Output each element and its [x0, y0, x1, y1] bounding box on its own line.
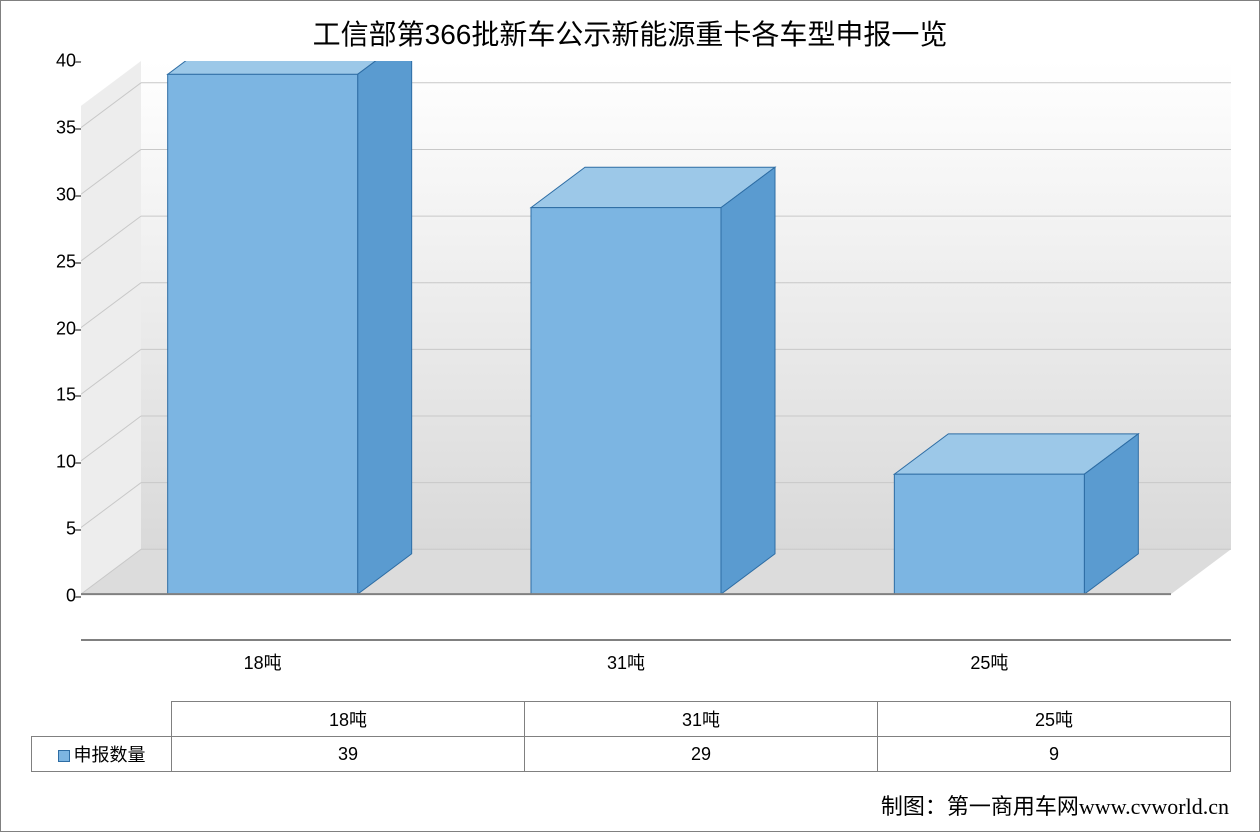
table-col-2: 25吨 — [878, 702, 1231, 737]
legend-swatch — [58, 750, 70, 762]
series-label-cell: 申报数量 — [32, 737, 172, 772]
chart-container: 工信部第366批新车公示新能源重卡各车型申报一览 0 5 10 15 20 25 30 35 4… — [0, 0, 1260, 832]
table-val-1: 29 — [525, 737, 878, 772]
table-val-2: 9 — [878, 737, 1231, 772]
xtick-label: 31吨 — [607, 649, 645, 675]
ytick-label: 10 — [36, 452, 76, 473]
ytick-label: 20 — [36, 318, 76, 339]
ytick-label: 30 — [36, 184, 76, 205]
ytick-label: 35 — [36, 117, 76, 138]
series-name: 申报数量 — [74, 745, 146, 765]
table-header-row: 18吨 31吨 25吨 — [32, 702, 1231, 737]
xtick-label: 25吨 — [970, 649, 1008, 675]
table-col-1: 31吨 — [525, 702, 878, 737]
ytick-label: 5 — [36, 519, 76, 540]
chart-title: 工信部第366批新车公示新能源重卡各车型申报一览 — [1, 1, 1259, 53]
xtick-label: 18吨 — [244, 649, 282, 675]
ytick-label: 15 — [36, 385, 76, 406]
table-val-0: 39 — [172, 737, 525, 772]
plot-wrap: 0510152025303540 18吨31吨25吨 — [31, 61, 1231, 681]
footer-credit: 制图：第一商用车网www.cvworld.cn — [881, 789, 1229, 821]
plot-area — [81, 61, 1231, 641]
table-col-0: 18吨 — [172, 702, 525, 737]
ytick-label: 40 — [36, 51, 76, 72]
ytick-label: 25 — [36, 251, 76, 272]
data-table: 18吨 31吨 25吨 申报数量 39 29 9 — [31, 701, 1231, 772]
table-data-row: 申报数量 39 29 9 — [32, 737, 1231, 772]
ytick-label: 0 — [36, 586, 76, 607]
table-corner — [32, 702, 172, 737]
